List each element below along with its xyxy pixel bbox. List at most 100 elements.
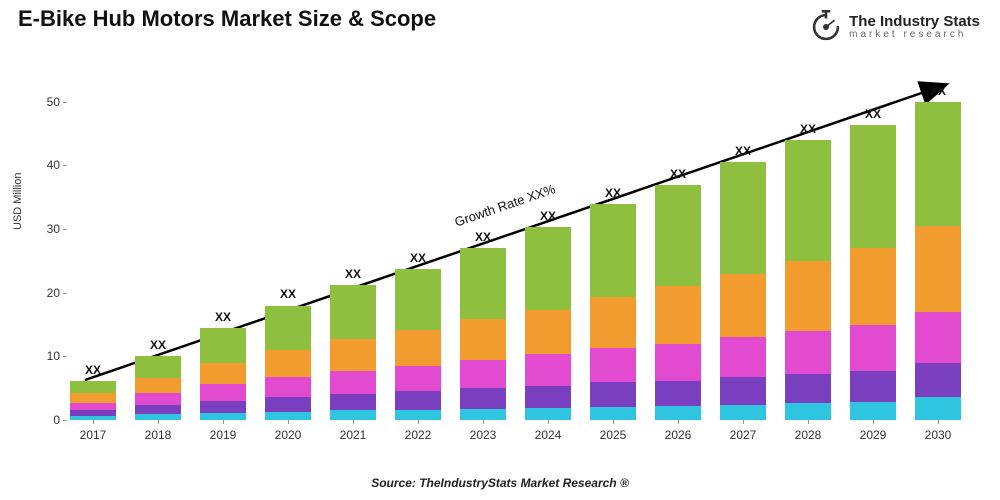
- bar-segment: [655, 286, 701, 343]
- bar-segment: [200, 384, 246, 401]
- bar-segment: [265, 397, 311, 412]
- bar-segment: [135, 356, 181, 378]
- bar-value-label: XX: [330, 267, 376, 281]
- bar-segment: [850, 125, 896, 248]
- x-tick: 2023: [460, 428, 506, 442]
- x-tick: 2026: [655, 428, 701, 442]
- bar-segment: [590, 407, 636, 420]
- x-tick: 2024: [525, 428, 571, 442]
- x-tick-mark: [808, 420, 809, 424]
- x-tick-mark: [743, 420, 744, 424]
- logo-text: The Industry Stats market research: [849, 14, 980, 41]
- bar-value-label: XX: [70, 363, 116, 377]
- x-tick: 2030: [915, 428, 961, 442]
- brand-logo: The Industry Stats market research: [809, 10, 980, 44]
- bar-segment: [330, 339, 376, 371]
- bar-segment: [265, 350, 311, 377]
- y-tick: 30: [40, 222, 60, 236]
- bar-segment: [330, 394, 376, 411]
- bar-segment: [525, 408, 571, 420]
- bar-segment: [590, 204, 636, 298]
- x-tick-mark: [678, 420, 679, 424]
- x-tick-mark: [158, 420, 159, 424]
- bar-segment: [915, 363, 961, 397]
- bar-segment: [265, 377, 311, 397]
- bar-segment: [460, 388, 506, 408]
- bar-segment: [655, 381, 701, 406]
- x-tick-mark: [353, 420, 354, 424]
- bar-segment: [70, 393, 116, 403]
- x-tick: 2017: [70, 428, 116, 442]
- bar-segment: [785, 403, 831, 420]
- bar-segment: [200, 363, 246, 385]
- y-tick-mark: [63, 420, 67, 421]
- bar-segment: [525, 227, 571, 310]
- bar-value-label: XX: [395, 251, 441, 265]
- bar-segment: [200, 413, 246, 420]
- bar-segment: [850, 248, 896, 324]
- x-tick-mark: [938, 420, 939, 424]
- bar-segment: [720, 337, 766, 377]
- bar-segment: [70, 403, 116, 411]
- chart-container: E-Bike Hub Motors Market Size & Scope Th…: [0, 0, 1000, 500]
- bar-value-label: XX: [265, 287, 311, 301]
- bar-segment: [720, 377, 766, 404]
- bar-segment: [525, 354, 571, 385]
- bar-segment: [655, 406, 701, 420]
- bar-segment: [720, 162, 766, 274]
- y-tick: 20: [40, 286, 60, 300]
- bar-value-label: XX: [720, 144, 766, 158]
- bar-segment: [720, 405, 766, 420]
- logo-icon: [809, 10, 843, 44]
- logo-sub: market research: [849, 29, 980, 41]
- x-tick: 2019: [200, 428, 246, 442]
- y-tick: 0: [40, 413, 60, 427]
- x-tick-mark: [418, 420, 419, 424]
- bar-segment: [330, 410, 376, 420]
- chart-title: E-Bike Hub Motors Market Size & Scope: [18, 6, 436, 32]
- x-tick-mark: [93, 420, 94, 424]
- y-tick: 10: [40, 349, 60, 363]
- x-tick-mark: [223, 420, 224, 424]
- bar-segment: [200, 401, 246, 413]
- x-tick: 2027: [720, 428, 766, 442]
- bar-value-label: XX: [200, 310, 246, 324]
- bar-segment: [330, 285, 376, 339]
- x-tick: 2025: [590, 428, 636, 442]
- x-tick: 2029: [850, 428, 896, 442]
- source-text: Source: TheIndustryStats Market Research…: [0, 476, 1000, 490]
- bar-segment: [915, 312, 961, 363]
- bar-segment: [655, 344, 701, 381]
- bar-segment: [460, 248, 506, 319]
- x-tick-mark: [548, 420, 549, 424]
- bar-segment: [655, 185, 701, 286]
- bar-segment: [135, 378, 181, 393]
- bar-segment: [330, 371, 376, 394]
- x-tick: 2020: [265, 428, 311, 442]
- bar-segment: [200, 328, 246, 363]
- bar-value-label: XX: [915, 84, 961, 98]
- bar-segment: [460, 409, 506, 420]
- bar-segment: [525, 310, 571, 355]
- bar-segment: [850, 402, 896, 420]
- bar-value-label: XX: [590, 186, 636, 200]
- bar-segment: [525, 386, 571, 408]
- plot-area: Growth Rate XX% XXXXXXXXXXXXXXXXXXXXXXXX…: [65, 70, 975, 420]
- bar-segment: [785, 140, 831, 261]
- y-tick: 50: [40, 95, 60, 109]
- x-tick: 2018: [135, 428, 181, 442]
- bar-value-label: XX: [525, 209, 571, 223]
- bar-value-label: XX: [135, 338, 181, 352]
- bar-segment: [590, 297, 636, 348]
- bar-segment: [135, 405, 181, 414]
- x-tick: 2021: [330, 428, 376, 442]
- bar-segment: [785, 331, 831, 374]
- y-axis-label: USD Million: [12, 173, 24, 230]
- bar-segment: [395, 391, 441, 409]
- bar-segment: [265, 412, 311, 420]
- bar-value-label: XX: [655, 167, 701, 181]
- bar-segment: [720, 274, 766, 338]
- x-tick: 2028: [785, 428, 831, 442]
- bar-segment: [460, 319, 506, 359]
- bar-value-label: XX: [850, 107, 896, 121]
